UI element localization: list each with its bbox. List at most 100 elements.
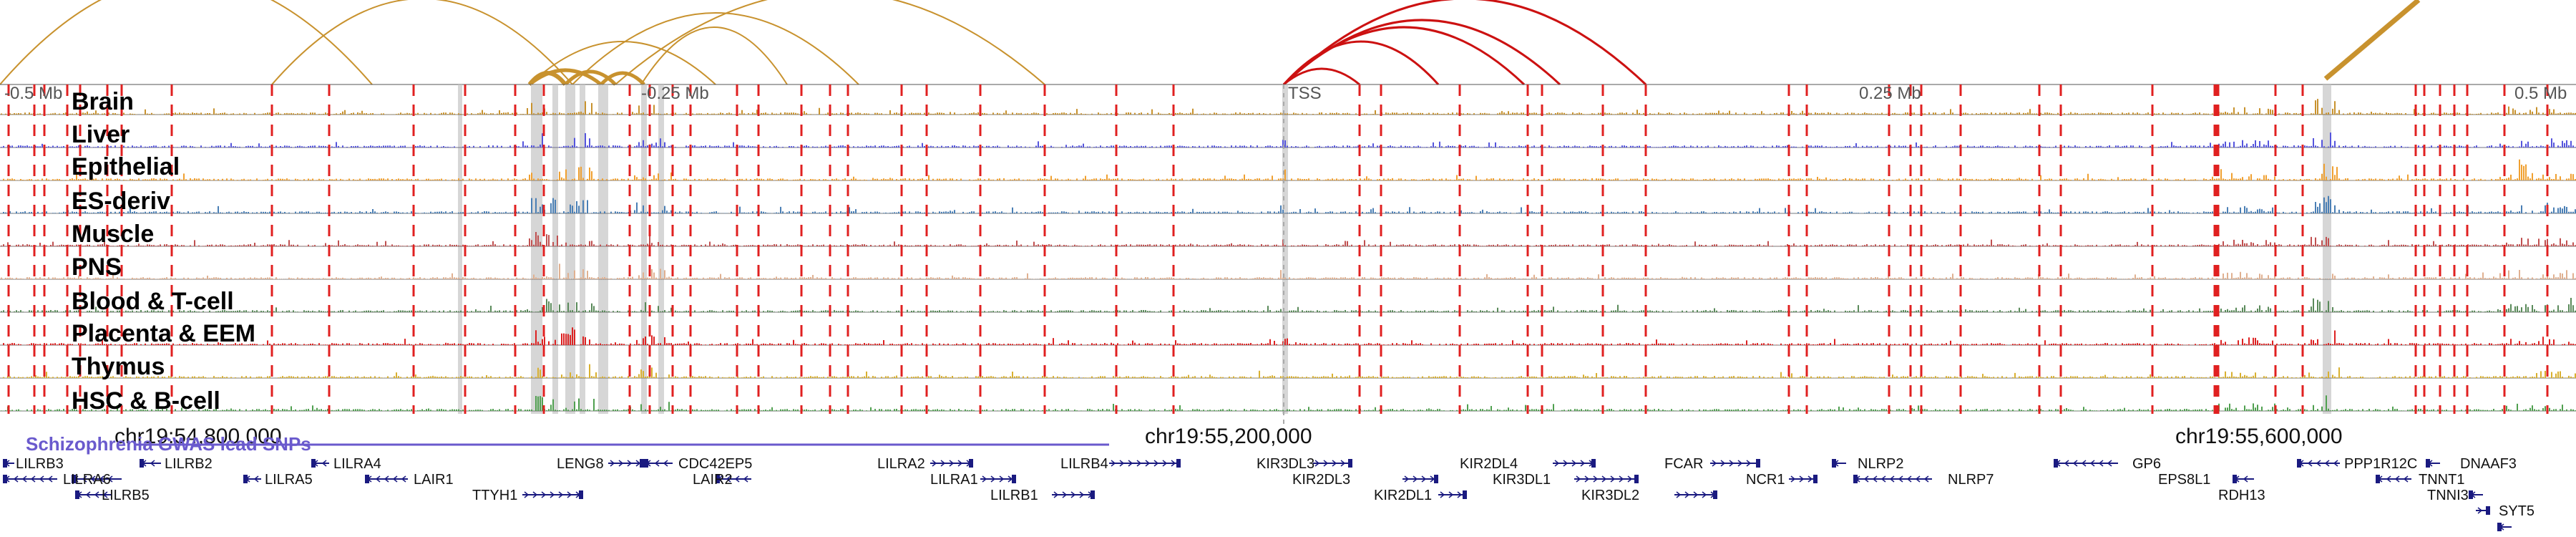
gene-model [1553,459,1596,468]
interaction-arc [271,0,573,85]
gene-model [1052,490,1095,499]
coordinate-label-2: chr19:55,200,000 [1145,425,1312,448]
gene-label-kir2dl3[interactable]: KIR2DL3 [1292,472,1350,488]
strand-arrow [85,491,91,498]
gene-exon [1591,459,1596,468]
strand-arrow [1737,460,1743,467]
track-label-blood-t-cell[interactable]: Blood & T-cell [72,288,234,315]
gene-label-dnaaf3[interactable]: DNAAF3 [2460,456,2517,472]
gene-label-ttyh1[interactable]: TTYH1 [472,488,517,503]
gene-label-lilra4[interactable]: LILRA4 [333,456,381,472]
strand-arrow [1079,491,1085,498]
red-marker-lines [7,84,2549,430]
track-label-epithelial[interactable]: Epithelial [72,153,180,180]
gene-label-leng8[interactable]: LENG8 [557,456,604,472]
strand-arrow [375,475,381,483]
track-label-thymus[interactable]: Thymus [72,353,165,380]
gene-label-kir2dl4[interactable]: KIR2DL4 [1460,456,1518,472]
strand-arrow [1554,460,1560,467]
strand-arrow [957,460,963,467]
gene-label-gp6[interactable]: GP6 [2132,456,2161,472]
interaction-arcs [0,0,2576,86]
strand-arrow [102,491,108,498]
track-label-liver[interactable]: Liver [72,121,130,148]
gene-label-lilrb5[interactable]: LILRB5 [102,488,150,503]
gene-label-lilrb3[interactable]: LILRB3 [16,456,64,472]
strand-arrow [30,475,36,483]
gene-exon [2486,506,2490,515]
signal-track [0,99,2576,115]
gene-label-lilra6[interactable]: LILRA6 [63,472,111,488]
distance-axis: -0.5 Mb -0.25 Mb TSS 0.25 Mb 0.5 Mb [4,84,2567,103]
strand-arrow [1799,475,1805,483]
gene-model [1574,475,1639,483]
gene-model [980,475,1016,483]
gene-exon [3,475,7,483]
gene-exon [2376,475,2380,483]
track-label-brain[interactable]: Brain [72,88,134,115]
highlight-band [458,84,462,414]
strand-arrow [567,491,572,498]
highlight-band [565,84,575,414]
axis-label-right: 0.5 Mb [2514,84,2567,103]
gene-label-fcar[interactable]: FCAR [1664,456,1703,472]
interaction-arc [529,41,716,85]
strand-arrow [1807,475,1813,483]
strand-arrow [1898,475,1903,483]
gene-label-lair1[interactable]: LAIR1 [414,472,454,488]
strand-arrow [1610,475,1616,483]
strand-arrow [253,475,259,483]
gene-label-rdh13[interactable]: RDH13 [2218,488,2265,503]
interaction-arc [1283,67,1360,86]
gene-label-lilrb4[interactable]: LILRB4 [1060,456,1108,472]
gene-exon [2497,523,2502,531]
gene-label-lilra2[interactable]: LILRA2 [877,456,925,472]
gene-label-kir3dl2[interactable]: KIR3DL2 [1581,488,1639,503]
gene-label-lilrb2[interactable]: LILRB2 [165,456,213,472]
gene-exon [72,475,76,483]
gene-label-lilra5[interactable]: LILRA5 [265,472,313,488]
gene-label-lilrb1[interactable]: LILRB1 [990,488,1038,503]
gene-label-lair2[interactable]: LAIR2 [693,472,733,488]
track-label-muscle[interactable]: Muscle [72,221,154,248]
track-signal [1,395,2576,411]
strand-arrow [1457,491,1463,498]
snp-track[interactable]: Schizophrenia GWAS lead SNPs [26,433,1109,455]
strand-arrow [999,475,1005,483]
track-label-es-deriv[interactable]: ES-deriv [72,188,170,215]
gene-label-tnni3[interactable]: TNNI3 [2427,488,2469,503]
gene-label-kir2dl1[interactable]: KIR2DL1 [1374,488,1432,503]
gene-label-nlrp7[interactable]: NLRP7 [1948,472,1994,488]
strand-arrow [627,460,633,467]
gene-label-tnnt1[interactable]: TNNT1 [2419,472,2464,488]
track-signal [1,263,2576,279]
track-label-pns[interactable]: PNS [72,253,122,281]
strand-arrow [1702,491,1707,498]
gene-label-syt5[interactable]: SYT5 [2499,503,2534,519]
strand-arrow [618,460,624,467]
gene-exon [1091,490,1095,499]
gene-model [1109,459,1181,468]
strand-arrow [1915,475,1921,483]
gene-model [608,459,644,468]
gene-label-cdc42ep5[interactable]: CDC42EP5 [678,456,752,472]
gene-model [2233,475,2254,483]
track-label-hsc-b-cell[interactable]: HSC & B-cell [72,387,220,415]
strand-arrow [2477,507,2483,514]
strand-arrow [1684,491,1690,498]
gene-label-kir3dl1[interactable]: KIR3DL1 [1493,472,1551,488]
gene-labels: LILRB3 LILRA6 LILRB2 LILRB5 LILRA5 LILRA… [16,456,2534,519]
track-label-placenta-eem[interactable]: Placenta & EEM [72,320,255,347]
interaction-arc [2323,0,2421,81]
gene-model [3,459,14,468]
gene-label-lilra1[interactable]: LILRA1 [930,472,978,488]
strand-arrow [726,475,731,483]
gene-label-ppp1r12c[interactable]: PPP1R12C [2344,456,2417,472]
gene-label-nlrp2[interactable]: NLRP2 [1858,456,1903,472]
gene-label-ncr1[interactable]: NCR1 [1746,472,1785,488]
gene-exon [1853,475,1858,483]
gene-label-eps8l1[interactable]: EPS8L1 [2158,472,2210,488]
gene-label-kir3dl3[interactable]: KIR3DL3 [1257,456,1314,472]
